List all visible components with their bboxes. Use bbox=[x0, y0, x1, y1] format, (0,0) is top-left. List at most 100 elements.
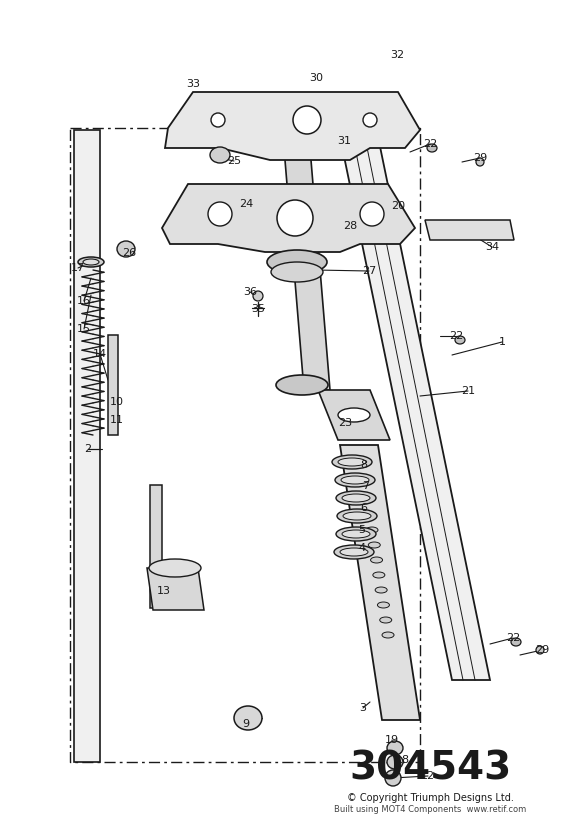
Ellipse shape bbox=[343, 512, 371, 520]
Text: 19: 19 bbox=[385, 735, 399, 745]
Text: 2: 2 bbox=[85, 444, 92, 454]
Text: 35: 35 bbox=[251, 304, 265, 314]
Text: © Copyright Triumph Designs Ltd.: © Copyright Triumph Designs Ltd. bbox=[346, 793, 514, 803]
Text: 34: 34 bbox=[485, 242, 499, 252]
Polygon shape bbox=[318, 390, 390, 440]
Text: 13: 13 bbox=[157, 586, 171, 596]
Text: 28: 28 bbox=[343, 221, 357, 231]
Ellipse shape bbox=[267, 250, 327, 274]
Ellipse shape bbox=[377, 602, 389, 608]
Ellipse shape bbox=[511, 638, 521, 646]
Ellipse shape bbox=[332, 455, 372, 469]
Ellipse shape bbox=[78, 257, 104, 267]
Text: 11: 11 bbox=[110, 415, 124, 425]
Ellipse shape bbox=[382, 632, 394, 638]
Circle shape bbox=[385, 770, 401, 786]
Circle shape bbox=[293, 106, 321, 134]
Ellipse shape bbox=[276, 375, 328, 395]
Text: 6: 6 bbox=[360, 503, 367, 513]
Text: 36: 36 bbox=[243, 287, 257, 297]
Polygon shape bbox=[74, 130, 100, 762]
Text: 10: 10 bbox=[110, 397, 124, 407]
Ellipse shape bbox=[387, 741, 403, 755]
Ellipse shape bbox=[361, 497, 373, 503]
Text: 7: 7 bbox=[363, 481, 370, 491]
Polygon shape bbox=[340, 445, 420, 720]
Circle shape bbox=[360, 202, 384, 226]
Text: 26: 26 bbox=[122, 248, 136, 258]
Ellipse shape bbox=[387, 755, 403, 769]
Text: 33: 33 bbox=[186, 79, 200, 89]
Circle shape bbox=[253, 291, 263, 301]
Text: 21: 21 bbox=[461, 386, 475, 396]
Text: 22: 22 bbox=[449, 331, 463, 341]
Text: 304543: 304543 bbox=[349, 749, 511, 787]
Polygon shape bbox=[165, 92, 420, 160]
Text: 3: 3 bbox=[360, 703, 367, 713]
Ellipse shape bbox=[373, 572, 385, 578]
Text: 20: 20 bbox=[391, 201, 405, 211]
Ellipse shape bbox=[366, 527, 378, 533]
Ellipse shape bbox=[149, 559, 201, 577]
Circle shape bbox=[211, 113, 225, 127]
Text: 22: 22 bbox=[423, 139, 437, 149]
Ellipse shape bbox=[234, 706, 262, 730]
Ellipse shape bbox=[83, 259, 99, 265]
Circle shape bbox=[208, 202, 232, 226]
Text: 31: 31 bbox=[337, 136, 351, 146]
Text: 4: 4 bbox=[359, 543, 366, 553]
Ellipse shape bbox=[336, 527, 376, 541]
Polygon shape bbox=[108, 335, 118, 435]
Text: 22: 22 bbox=[506, 633, 520, 643]
Ellipse shape bbox=[368, 542, 380, 548]
Ellipse shape bbox=[364, 512, 375, 518]
Text: 1: 1 bbox=[498, 337, 505, 347]
Text: 8: 8 bbox=[360, 460, 367, 470]
Ellipse shape bbox=[427, 144, 437, 152]
Polygon shape bbox=[150, 485, 162, 608]
Text: Built using MOT4 Components  www.retif.com: Built using MOT4 Components www.retif.co… bbox=[334, 806, 526, 814]
Text: 14: 14 bbox=[93, 349, 107, 359]
Ellipse shape bbox=[380, 617, 392, 623]
Polygon shape bbox=[332, 98, 490, 680]
Text: 5: 5 bbox=[359, 525, 366, 535]
Ellipse shape bbox=[455, 336, 465, 344]
Ellipse shape bbox=[335, 473, 375, 487]
Ellipse shape bbox=[271, 262, 323, 282]
Polygon shape bbox=[425, 220, 514, 240]
Text: 27: 27 bbox=[362, 266, 376, 276]
Ellipse shape bbox=[375, 587, 387, 593]
Text: 30: 30 bbox=[309, 73, 323, 83]
Text: 23: 23 bbox=[338, 418, 352, 428]
Ellipse shape bbox=[342, 494, 370, 502]
Text: 12: 12 bbox=[421, 771, 435, 781]
Ellipse shape bbox=[337, 509, 377, 523]
Text: 29: 29 bbox=[473, 153, 487, 163]
Ellipse shape bbox=[338, 408, 370, 422]
Polygon shape bbox=[284, 148, 330, 390]
Ellipse shape bbox=[340, 548, 368, 556]
Ellipse shape bbox=[336, 491, 376, 505]
Polygon shape bbox=[147, 568, 204, 610]
Text: 18: 18 bbox=[396, 755, 410, 765]
Polygon shape bbox=[162, 184, 415, 252]
Circle shape bbox=[363, 113, 377, 127]
Text: 9: 9 bbox=[243, 719, 250, 729]
Ellipse shape bbox=[342, 530, 370, 538]
Text: 16: 16 bbox=[77, 296, 91, 306]
Circle shape bbox=[277, 200, 313, 236]
Ellipse shape bbox=[117, 241, 135, 257]
Text: 15: 15 bbox=[77, 324, 91, 334]
Text: 29: 29 bbox=[535, 645, 549, 655]
Text: 24: 24 bbox=[239, 199, 253, 209]
Ellipse shape bbox=[341, 476, 369, 484]
Text: 25: 25 bbox=[227, 156, 241, 166]
Circle shape bbox=[536, 646, 544, 654]
Text: 17: 17 bbox=[71, 263, 85, 273]
Ellipse shape bbox=[334, 545, 374, 559]
Ellipse shape bbox=[210, 147, 230, 163]
Circle shape bbox=[476, 158, 484, 166]
Text: 32: 32 bbox=[390, 50, 404, 60]
Ellipse shape bbox=[371, 557, 382, 563]
Ellipse shape bbox=[338, 458, 366, 466]
